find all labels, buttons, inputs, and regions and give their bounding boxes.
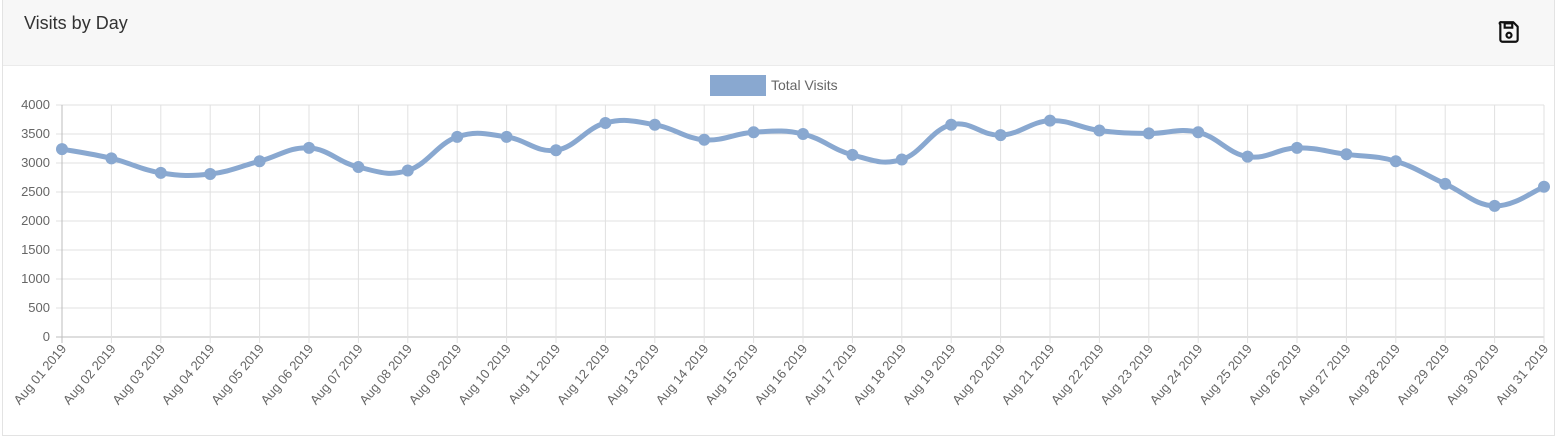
card-title: Visits by Day — [24, 13, 128, 33]
y-tick-label: 1000 — [21, 271, 50, 286]
data-point[interactable] — [1044, 114, 1056, 127]
data-point[interactable] — [451, 130, 464, 143]
chart-legend[interactable]: Total Visits — [710, 75, 838, 96]
save-button[interactable] — [1496, 19, 1522, 45]
data-point[interactable] — [747, 126, 760, 139]
series-points-total-visits — [56, 114, 1550, 212]
line-chart: 0 500 1000 1500 2000 2500 3000 3500 4000 Aug 01 … — [10, 75, 1551, 407]
y-tick-label: 1500 — [21, 242, 50, 257]
data-point[interactable] — [1093, 124, 1106, 137]
y-tick-label: 0 — [43, 329, 50, 344]
y-axis-ticks: 0 500 1000 1500 2000 2500 3000 3500 4000 — [21, 97, 50, 344]
data-point[interactable] — [1291, 141, 1303, 154]
data-point[interactable] — [1142, 127, 1155, 140]
y-tick-label: 4000 — [21, 97, 50, 112]
data-point[interactable] — [154, 166, 167, 179]
data-point[interactable] — [352, 161, 365, 174]
data-point[interactable] — [401, 164, 414, 177]
data-point[interactable] — [56, 143, 68, 156]
card-header: Visits by Day — [3, 0, 1554, 66]
data-point[interactable] — [945, 118, 958, 131]
floppy-disk-icon — [1498, 21, 1519, 43]
y-tick-label: 500 — [28, 300, 50, 315]
data-point[interactable] — [253, 155, 266, 168]
data-point[interactable] — [1389, 155, 1402, 168]
data-point[interactable] — [105, 152, 118, 165]
data-point[interactable] — [599, 116, 612, 129]
data-point[interactable] — [1439, 177, 1452, 190]
data-point[interactable] — [648, 118, 661, 131]
data-point[interactable] — [1192, 126, 1205, 139]
data-point[interactable] — [994, 129, 1007, 142]
y-tick-label: 2000 — [21, 213, 50, 228]
y-tick-label: 2500 — [21, 184, 50, 199]
chart-grid — [56, 104, 1545, 343]
data-point[interactable] — [204, 168, 217, 181]
data-point[interactable] — [303, 141, 315, 154]
data-point[interactable] — [500, 130, 513, 143]
legend-label-total-visits: Total Visits — [771, 77, 838, 93]
data-point[interactable] — [550, 144, 562, 157]
data-point[interactable] — [1538, 180, 1550, 193]
legend-swatch-total-visits — [710, 75, 766, 96]
data-point[interactable] — [846, 148, 859, 161]
data-point[interactable] — [797, 128, 809, 140]
y-tick-label: 3500 — [21, 126, 50, 141]
y-tick-label: 3000 — [21, 155, 50, 170]
data-point[interactable] — [1241, 150, 1254, 163]
data-point[interactable] — [1340, 148, 1353, 161]
data-point[interactable] — [895, 153, 908, 166]
data-point[interactable] — [698, 133, 711, 146]
data-point[interactable] — [1488, 199, 1501, 212]
